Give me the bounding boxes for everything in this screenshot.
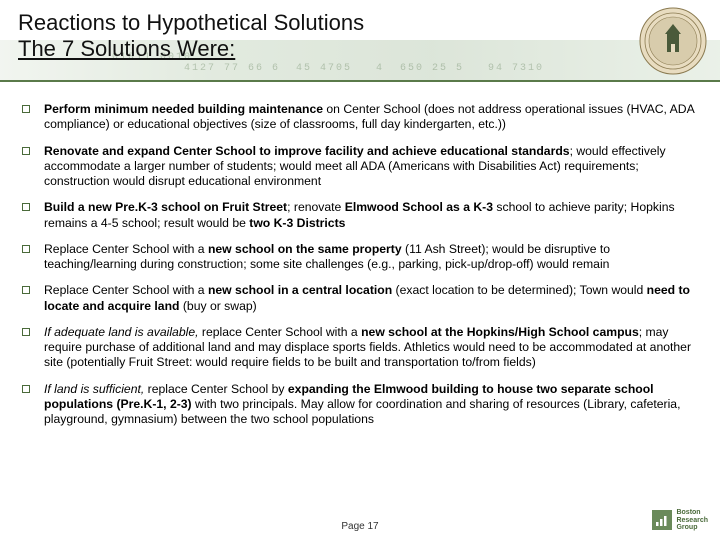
town-seal-icon <box>638 6 708 76</box>
bullet-text: Replace Center School with a new school … <box>44 283 698 314</box>
bullet-marker-icon <box>22 147 30 155</box>
bullet-text: If land is sufficient, replace Center Sc… <box>44 382 698 428</box>
brg-logo: Boston Research Group <box>652 509 708 532</box>
slide-title-line1: Reactions to Hypothetical Solutions <box>18 10 702 36</box>
bullet-marker-icon <box>22 105 30 113</box>
slide-title-line2: The 7 Solutions Were: <box>18 36 702 62</box>
bullet-text: If adequate land is available, replace C… <box>44 325 698 371</box>
bullet-item: Perform minimum needed building maintena… <box>22 102 698 133</box>
bullet-marker-icon <box>22 286 30 294</box>
bullet-item: If land is sufficient, replace Center Sc… <box>22 382 698 428</box>
bullet-marker-icon <box>22 245 30 253</box>
bullet-item: Replace Center School with a new school … <box>22 242 698 273</box>
page-number: Page 17 <box>341 521 378 532</box>
bullet-text: Replace Center School with a new school … <box>44 242 698 273</box>
bullet-marker-icon <box>22 385 30 393</box>
bullet-marker-icon <box>22 203 30 211</box>
bullet-item: If adequate land is available, replace C… <box>22 325 698 371</box>
brg-logo-icon <box>652 510 672 530</box>
bullet-text: Perform minimum needed building maintena… <box>44 102 698 133</box>
bullet-text: Renovate and expand Center School to imp… <box>44 144 698 190</box>
bullet-marker-icon <box>22 328 30 336</box>
brg-logo-text: Boston Research Group <box>676 509 708 532</box>
slide-header: 01011 0010 4127 77 66 6 45 4705 4 650 25… <box>0 0 720 82</box>
bullet-item: Replace Center School with a new school … <box>22 283 698 314</box>
slide-content: Perform minimum needed building maintena… <box>0 82 720 427</box>
bullet-item: Build a new Pre.K-3 school on Fruit Stre… <box>22 200 698 231</box>
page-footer: Page 17 <box>0 521 720 532</box>
bullet-text: Build a new Pre.K-3 school on Fruit Stre… <box>44 200 698 231</box>
bullet-item: Renovate and expand Center School to imp… <box>22 144 698 190</box>
